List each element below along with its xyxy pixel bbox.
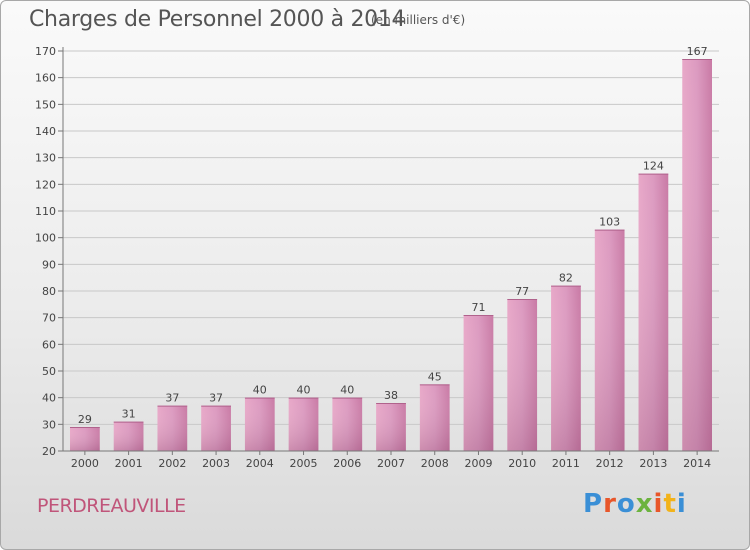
x-tick-label: 2014: [683, 457, 711, 470]
value-label: 77: [515, 285, 529, 298]
bar-shade-2005: [288, 397, 319, 451]
value-label: 38: [384, 389, 398, 402]
value-label: 167: [687, 45, 708, 58]
value-label: 37: [209, 392, 223, 405]
x-tick-label: 2009: [464, 457, 492, 470]
bar-shade-2004: [244, 397, 275, 451]
y-tick-label: 50: [42, 365, 56, 378]
x-tick-label: 2010: [508, 457, 536, 470]
bar-shade-2013: [638, 173, 669, 451]
logo-letter: t: [663, 489, 677, 519]
x-tick-label: 2004: [246, 457, 274, 470]
bar-shade-2001: [113, 421, 144, 451]
axes: 20 30 40 50 60 70 80 90 100 110 120 130 140 150 160 170…: [35, 45, 719, 470]
x-tick-label: 2013: [639, 457, 667, 470]
y-tick-label: 30: [42, 418, 56, 431]
bar-shade-2000: [69, 427, 100, 451]
logo-letter: r: [603, 489, 617, 519]
value-label: 31: [122, 408, 136, 421]
y-tick-label: 40: [42, 392, 56, 405]
place-name: PERDREAUVILLE: [37, 495, 186, 517]
x-tick-label: 2000: [71, 457, 99, 470]
bar-shade-2014: [682, 59, 713, 451]
value-label: 40: [297, 384, 311, 397]
y-tick-label: 140: [35, 125, 56, 138]
bar-shade-2009: [463, 315, 494, 451]
bar-shade-2006: [332, 397, 363, 451]
x-tick-label: 2007: [377, 457, 405, 470]
bar-shade-2010: [507, 299, 538, 451]
y-tick-label: 150: [35, 98, 56, 111]
y-tick-label: 160: [35, 72, 56, 85]
logo-letter: i: [676, 489, 687, 519]
value-label: 124: [643, 160, 664, 173]
bar-shade-2007: [376, 403, 406, 451]
y-tick-label: 70: [42, 312, 56, 325]
value-label: 29: [78, 413, 92, 426]
value-label: 82: [559, 272, 573, 285]
y-tick-label: 100: [35, 232, 56, 245]
y-tick-label: 60: [42, 338, 56, 351]
y-tick-label: 20: [42, 445, 56, 458]
x-tick-label: 2011: [552, 457, 580, 470]
bar-shade-2003: [201, 405, 231, 451]
x-tick-label: 2001: [115, 457, 143, 470]
bar-shade-2011: [551, 285, 581, 451]
value-label: 37: [165, 392, 179, 405]
value-label: 40: [340, 384, 354, 397]
y-tick-label: 80: [42, 285, 56, 298]
value-label: 45: [428, 370, 442, 383]
y-tick-label: 170: [35, 45, 56, 58]
chart-unit: (en milliers d'€): [371, 13, 466, 27]
x-tick-label: 2003: [202, 457, 230, 470]
y-tick-label: 120: [35, 178, 56, 191]
value-label: 103: [599, 216, 620, 229]
bar-shade-2012: [594, 229, 625, 451]
value-label: 71: [471, 301, 485, 314]
logo-letter: P: [583, 489, 604, 519]
x-tick-label: 2006: [333, 457, 361, 470]
chart-title: Charges de Personnel 2000 à 2014: [29, 7, 406, 32]
logo-letter: i: [653, 489, 664, 519]
value-label: 40: [253, 384, 267, 397]
x-tick-label: 2008: [421, 457, 449, 470]
bar-shade-2002: [157, 405, 188, 451]
x-tick-label: 2012: [596, 457, 624, 470]
logo-letter: o: [616, 489, 636, 519]
x-tick-label: 2005: [290, 457, 318, 470]
logo-letter: x: [635, 489, 654, 519]
bar-shade-2008: [419, 384, 450, 451]
y-tick-label: 90: [42, 258, 56, 271]
x-tick-label: 2002: [158, 457, 186, 470]
proxiti-logo: Proxiti: [583, 489, 687, 519]
y-tick-label: 110: [35, 205, 56, 218]
y-tick-label: 130: [35, 152, 56, 165]
bars: 29 31 37 37 40 40 40 38 45 71 77 82 103 124 167: [69, 45, 713, 451]
